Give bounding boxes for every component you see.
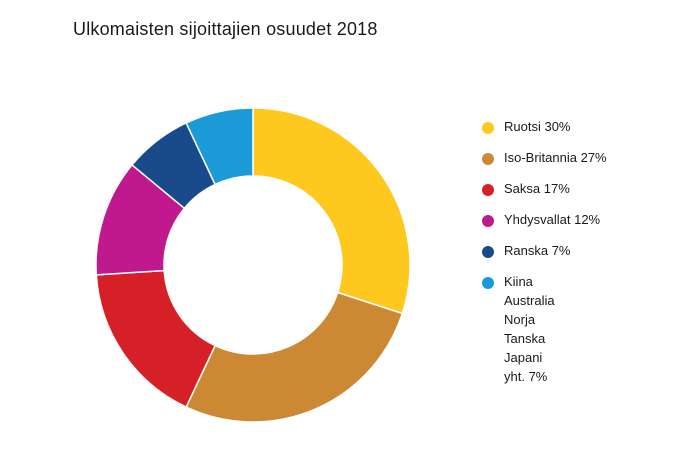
legend-swatch <box>482 153 494 165</box>
legend-label: Saksa 17% <box>504 181 570 196</box>
legend-item: Iso-Britannia 27% <box>482 148 607 167</box>
donut-slice-5 <box>185 107 254 186</box>
chart-legend: Ruotsi 30% Iso-Britannia 27% Saksa 17% Yhdy… <box>482 117 607 398</box>
legend-swatch <box>482 184 494 196</box>
donut-slice-1 <box>185 291 404 423</box>
legend-swatch <box>482 215 494 227</box>
legend-swatch <box>482 122 494 134</box>
legend-label: Ruotsi 30% <box>504 119 571 134</box>
legend-item: Ruotsi 30% <box>482 117 607 136</box>
legend-item: Saksa 17% <box>482 179 607 198</box>
legend-label: Yhdysvallat 12% <box>504 212 601 227</box>
legend-label: Iso-Britannia 27% <box>504 150 607 165</box>
legend-swatch <box>482 246 494 258</box>
legend-item: Kiina Australia Norja Tanska Japani yht. 7% <box>482 272 607 386</box>
chart-title: Ulkomaisten sijoittajien osuudet 2018 <box>73 19 378 39</box>
legend-item: Ranska 7% <box>482 241 607 260</box>
legend-label: Ranska 7% <box>504 243 571 258</box>
legend-swatch <box>482 277 494 289</box>
donut-slice-0 <box>252 107 411 315</box>
legend-item: Yhdysvallat 12% <box>482 210 607 229</box>
legend-label: Kiina Australia Norja Tanska Japani yht. 7% <box>504 274 555 384</box>
